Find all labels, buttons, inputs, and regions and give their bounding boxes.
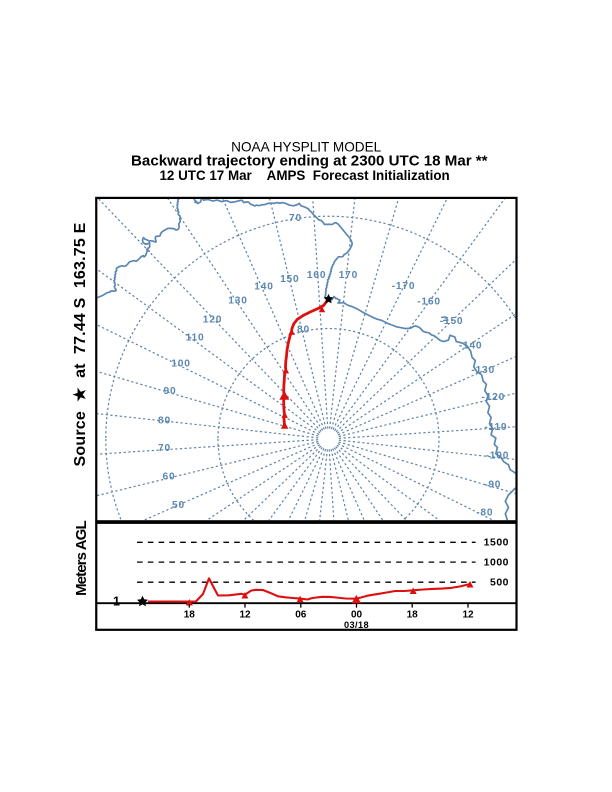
svg-text:12: 12 <box>462 610 474 621</box>
svg-text:1: 1 <box>113 594 120 608</box>
svg-text:160: 160 <box>307 270 326 281</box>
svg-text:500: 500 <box>490 578 509 589</box>
svg-text:-100: -100 <box>486 451 510 462</box>
svg-text:06: 06 <box>295 610 307 621</box>
svg-text:03/18: 03/18 <box>344 620 369 630</box>
svg-text:1000: 1000 <box>484 557 509 568</box>
svg-text:150: 150 <box>280 274 299 285</box>
svg-text:80: 80 <box>158 416 171 427</box>
svg-text:70: 70 <box>289 213 302 224</box>
svg-text:90: 90 <box>164 386 177 397</box>
svg-text:120: 120 <box>203 314 222 325</box>
svg-text:50: 50 <box>172 500 185 511</box>
svg-text:-110: -110 <box>484 422 507 433</box>
svg-text:18: 18 <box>407 610 419 621</box>
svg-text:70: 70 <box>158 443 171 454</box>
svg-text:100: 100 <box>171 359 190 370</box>
svg-text:12: 12 <box>239 610 251 621</box>
svg-text:Meters AGL: Meters AGL <box>73 521 90 596</box>
svg-text:80: 80 <box>297 324 310 335</box>
svg-text:-150: -150 <box>440 316 464 327</box>
svg-text:-130: -130 <box>471 365 495 376</box>
svg-text:-160: -160 <box>417 297 441 308</box>
svg-text:NOAA HYSPLIT MODEL: NOAA HYSPLIT MODEL <box>231 140 382 155</box>
svg-text:-80: -80 <box>476 507 493 518</box>
svg-text:00: 00 <box>351 610 363 621</box>
svg-text:60: 60 <box>163 472 176 483</box>
svg-text:110: 110 <box>186 333 205 344</box>
svg-text:140: 140 <box>254 281 273 292</box>
svg-text:-140: -140 <box>459 341 483 352</box>
svg-text:Source ★ at 77.44 S 163.75: Source ★ at 77.44 S 163.75 E <box>72 222 89 466</box>
svg-text:170: 170 <box>339 270 358 281</box>
svg-text:-90: -90 <box>484 480 501 491</box>
svg-text:12 UTC 17 Mar AMPS Forecas: 12 UTC 17 Mar AMPS Forecast Initializati… <box>159 168 449 183</box>
svg-text:Backward trajectory ending at: Backward trajectory ending at 2300 UTC 1… <box>131 152 488 169</box>
svg-text:130: 130 <box>228 295 247 306</box>
svg-text:-120: -120 <box>482 392 506 403</box>
svg-text:-170: -170 <box>392 281 416 292</box>
svg-text:1500: 1500 <box>484 538 509 549</box>
svg-text:18: 18 <box>184 610 196 621</box>
